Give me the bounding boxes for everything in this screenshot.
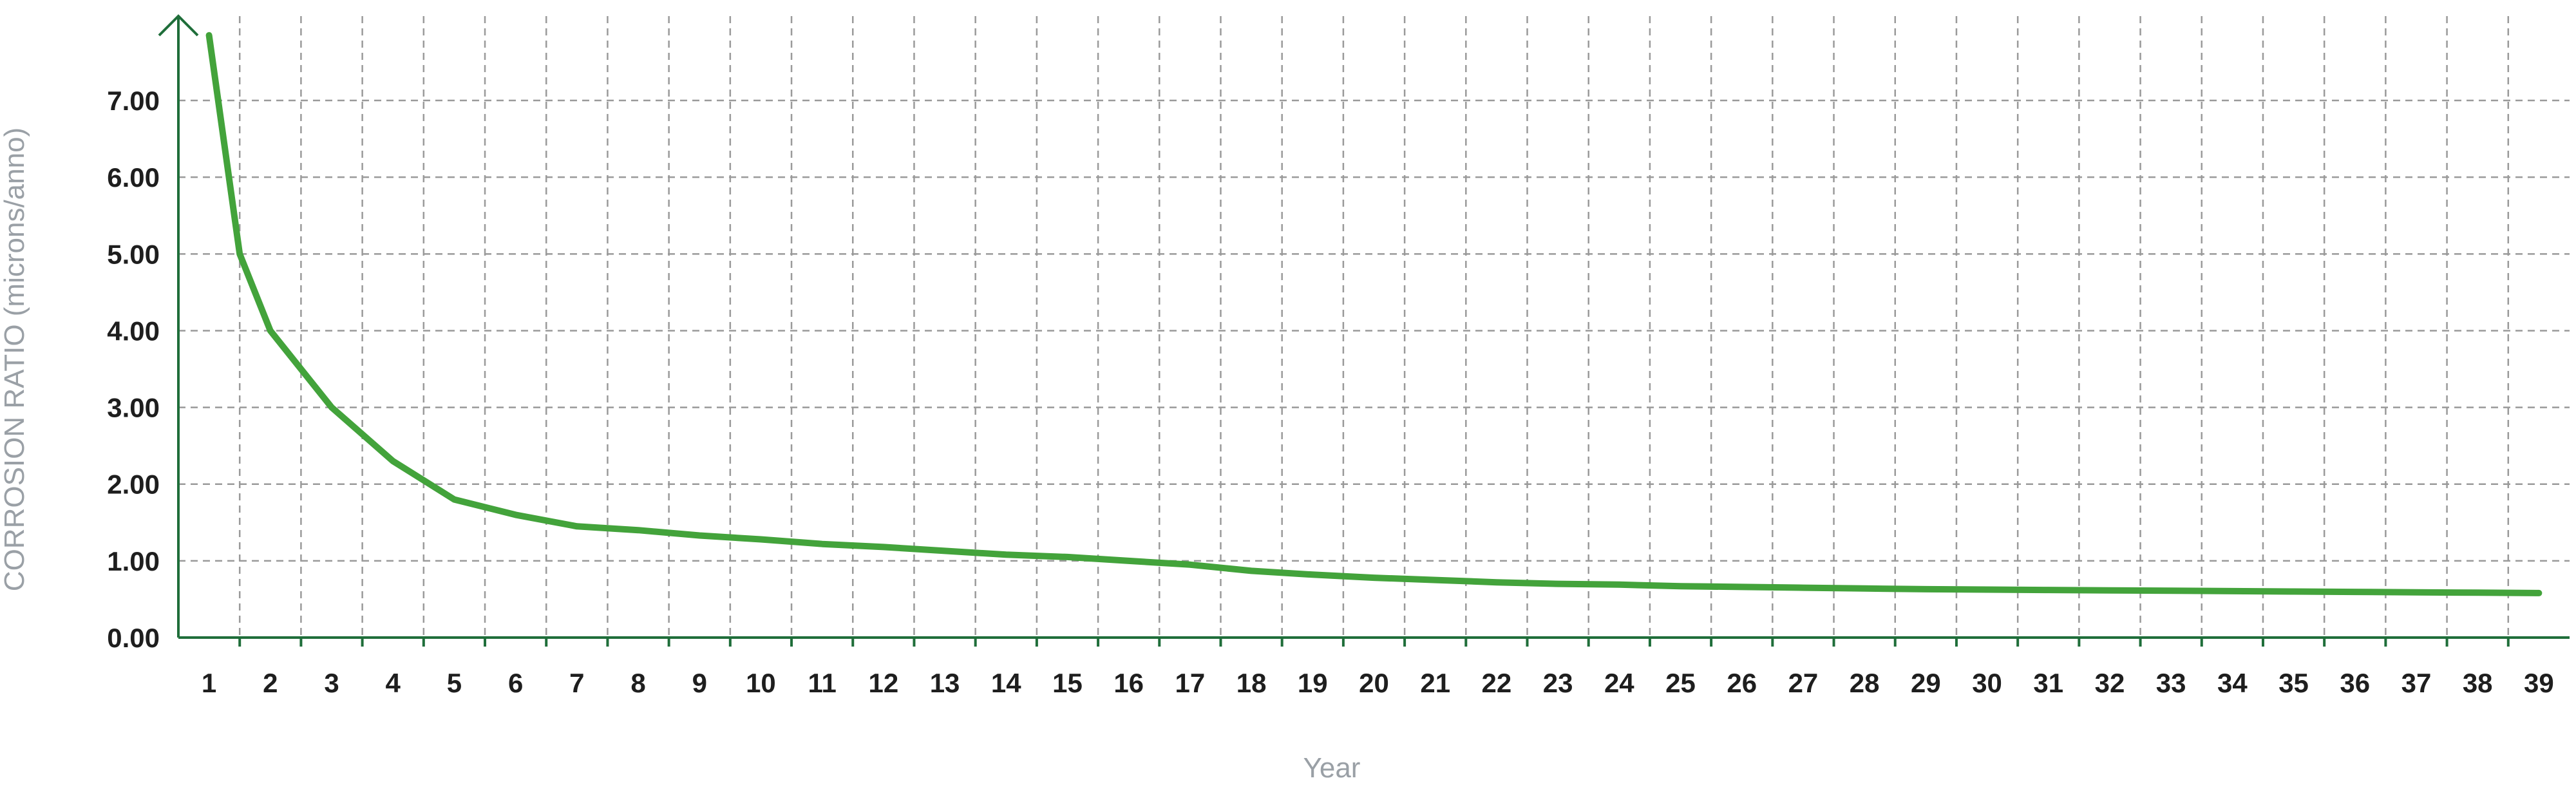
x-tick-label: 17: [1175, 668, 1206, 698]
x-tick-label: 13: [930, 668, 960, 698]
x-tick-label: 3: [324, 668, 339, 698]
x-tick-label: 28: [1850, 668, 1880, 698]
y-tick-label: 6.00: [107, 162, 160, 193]
y-tick-label: 4.00: [107, 316, 160, 346]
x-tick-label: 8: [630, 668, 645, 698]
x-tick-label: 37: [2401, 668, 2432, 698]
x-tick-label: 27: [1788, 668, 1819, 698]
y-tick-label: 3.00: [107, 393, 160, 423]
x-tick-label: 10: [746, 668, 776, 698]
y-tick-label: 0.00: [107, 623, 160, 653]
y-tick-label: 1.00: [107, 546, 160, 576]
x-tick-label: 9: [692, 668, 707, 698]
x-tick-label: 18: [1236, 668, 1267, 698]
x-tick-label: 1: [202, 668, 216, 698]
grid: [178, 16, 2570, 638]
x-tick-label: 36: [2340, 668, 2370, 698]
x-tick-label: 23: [1543, 668, 1573, 698]
x-tick-label: 31: [2033, 668, 2063, 698]
x-tick-label: 21: [1420, 668, 1450, 698]
x-tick-label: 15: [1052, 668, 1083, 698]
x-tick-label: 19: [1298, 668, 1328, 698]
x-tick-label: 26: [1727, 668, 1757, 698]
x-tick-label: 38: [2463, 668, 2493, 698]
x-tick-label: 34: [2217, 668, 2248, 698]
x-tick-label: 39: [2524, 668, 2554, 698]
y-axis-arrowhead: [158, 14, 199, 37]
x-tick-label: 2: [263, 668, 278, 698]
x-tick-label: 33: [2156, 668, 2186, 698]
axes: [158, 14, 2570, 647]
x-tick-label: 4: [386, 668, 401, 698]
y-axis-title: CORROSION RATIO (microns/anno): [0, 128, 30, 591]
y-tick-label: 7.00: [107, 86, 160, 116]
x-tick-label: 29: [1911, 668, 1941, 698]
x-tick-label: 16: [1113, 668, 1144, 698]
y-tick-label: 2.00: [107, 469, 160, 500]
x-tick-label: 35: [2278, 668, 2309, 698]
corrosion-ratio-line: [205, 32, 2543, 596]
x-tick-label: 32: [2095, 668, 2125, 698]
x-tick-label: 25: [1665, 668, 1696, 698]
x-tick-label: 6: [508, 668, 523, 698]
x-tick-label: 20: [1359, 668, 1389, 698]
x-tick-label: 7: [569, 668, 584, 698]
x-tick-label: 24: [1604, 668, 1634, 698]
x-axis-title: Year: [1303, 752, 1361, 784]
x-tick-label: 14: [991, 668, 1021, 698]
x-tick-label: 11: [808, 668, 836, 698]
series-layer: [205, 32, 2543, 596]
x-tick-label: 22: [1482, 668, 1512, 698]
x-tick-label: 12: [868, 668, 898, 698]
x-tick-label: 5: [447, 668, 462, 698]
x-tick-label: 30: [1972, 668, 2002, 698]
tick-labels: 1 2 3 4 5 6 7 8 9 10 11 12 13 14 15 16 17 18 19 20 21 22 23 24 2…: [107, 86, 2554, 698]
y-tick-label: 5.00: [107, 239, 160, 269]
